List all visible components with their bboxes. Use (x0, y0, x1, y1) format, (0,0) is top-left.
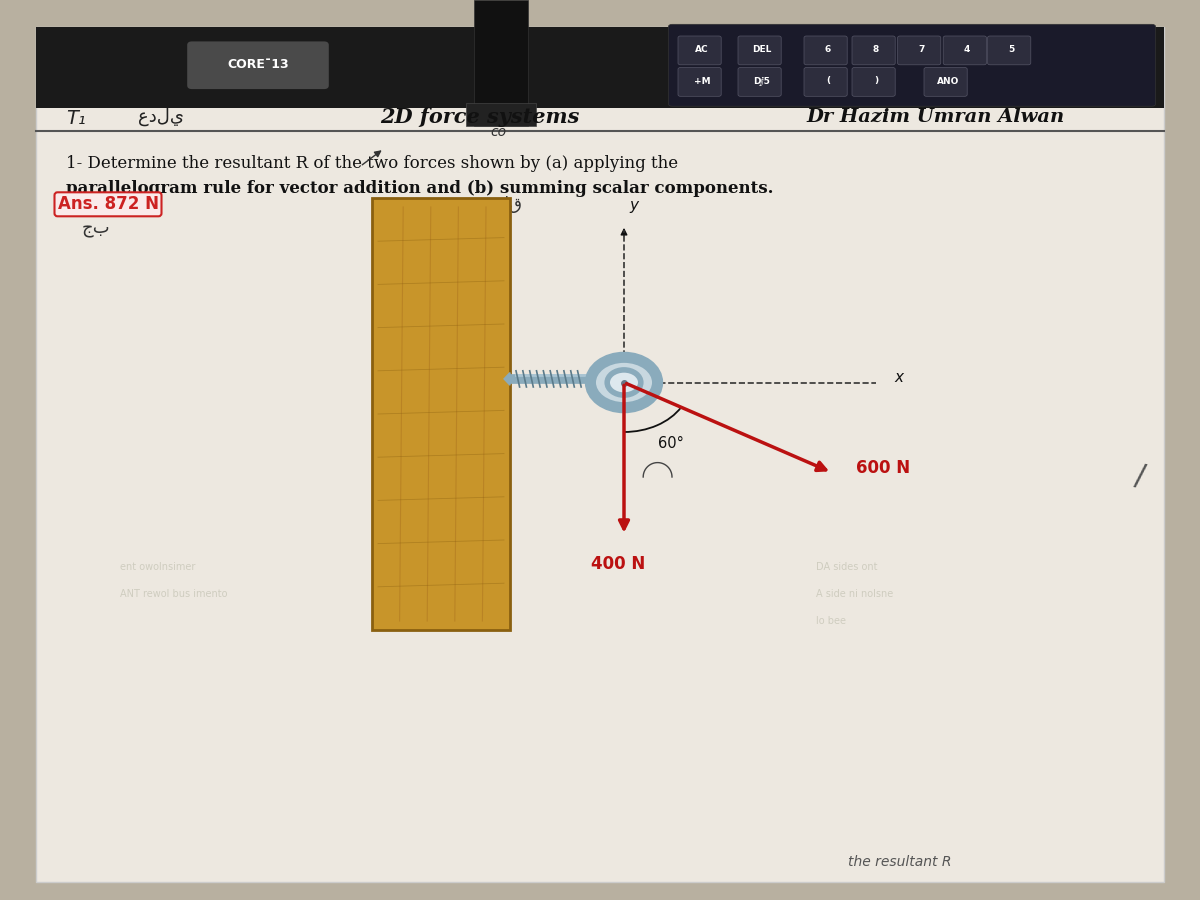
Text: lo bee: lo bee (816, 616, 846, 626)
FancyBboxPatch shape (678, 36, 721, 65)
Text: x: x (894, 371, 904, 385)
Text: CORE¯13: CORE¯13 (227, 58, 289, 71)
Bar (474, 0, 528, 126)
FancyBboxPatch shape (36, 27, 1164, 882)
Text: co: co (490, 125, 506, 140)
FancyBboxPatch shape (668, 24, 1156, 106)
FancyBboxPatch shape (988, 36, 1031, 65)
FancyBboxPatch shape (738, 36, 781, 65)
Text: +M: +M (694, 76, 710, 86)
Circle shape (590, 357, 658, 408)
FancyBboxPatch shape (738, 68, 781, 96)
Text: 6: 6 (824, 45, 832, 54)
Text: parallelogram rule for vector addition and (b) summing scalar components.: parallelogram rule for vector addition a… (66, 180, 774, 197)
Bar (372, 198, 510, 630)
Text: the resultant R: the resultant R (848, 854, 952, 868)
Text: ent owolnsimer: ent owolnsimer (120, 562, 196, 572)
FancyBboxPatch shape (187, 41, 329, 89)
Text: 600 N: 600 N (856, 459, 910, 477)
Text: (: ( (826, 76, 830, 86)
Text: جب: جب (82, 220, 110, 238)
FancyBboxPatch shape (943, 36, 986, 65)
Text: T₁: T₁ (66, 109, 85, 129)
Text: Ans. 872 N: Ans. 872 N (58, 195, 158, 213)
Text: /: / (1133, 462, 1147, 492)
Circle shape (607, 370, 641, 395)
Text: Dⅉ5: Dⅉ5 (754, 76, 770, 86)
Text: AC: AC (695, 45, 709, 54)
Bar (36, 27, 1164, 108)
Text: A side ni nolsne: A side ni nolsne (816, 589, 893, 599)
Text: DEL: DEL (752, 45, 772, 54)
Text: 8: 8 (872, 45, 880, 54)
Text: 400 N: 400 N (590, 555, 646, 573)
Bar (466, 104, 536, 126)
FancyBboxPatch shape (804, 36, 847, 65)
Text: 7: 7 (918, 45, 925, 54)
Text: علق: علق (486, 195, 522, 213)
Polygon shape (504, 373, 510, 385)
Text: عدلي: عدلي (138, 108, 184, 126)
Text: Dr Hazim Umran Alwan: Dr Hazim Umran Alwan (806, 108, 1066, 126)
FancyBboxPatch shape (852, 36, 895, 65)
FancyBboxPatch shape (898, 36, 941, 65)
Text: 2D force systems: 2D force systems (380, 107, 580, 127)
FancyBboxPatch shape (852, 68, 895, 96)
Text: 60°: 60° (658, 436, 684, 451)
Text: y: y (629, 198, 638, 213)
Text: DA sides ont: DA sides ont (816, 562, 877, 572)
Text: 5: 5 (1008, 45, 1015, 54)
Text: ANT rewol bus imento: ANT rewol bus imento (120, 589, 228, 599)
Text: 1- Determine the resultant R of the two forces shown by (a) applying the: 1- Determine the resultant R of the two … (66, 155, 678, 172)
Text: 4: 4 (964, 45, 971, 54)
FancyBboxPatch shape (678, 68, 721, 96)
Text: ): ) (874, 76, 878, 86)
FancyBboxPatch shape (924, 68, 967, 96)
FancyBboxPatch shape (804, 68, 847, 96)
Text: ANO: ANO (937, 76, 959, 86)
